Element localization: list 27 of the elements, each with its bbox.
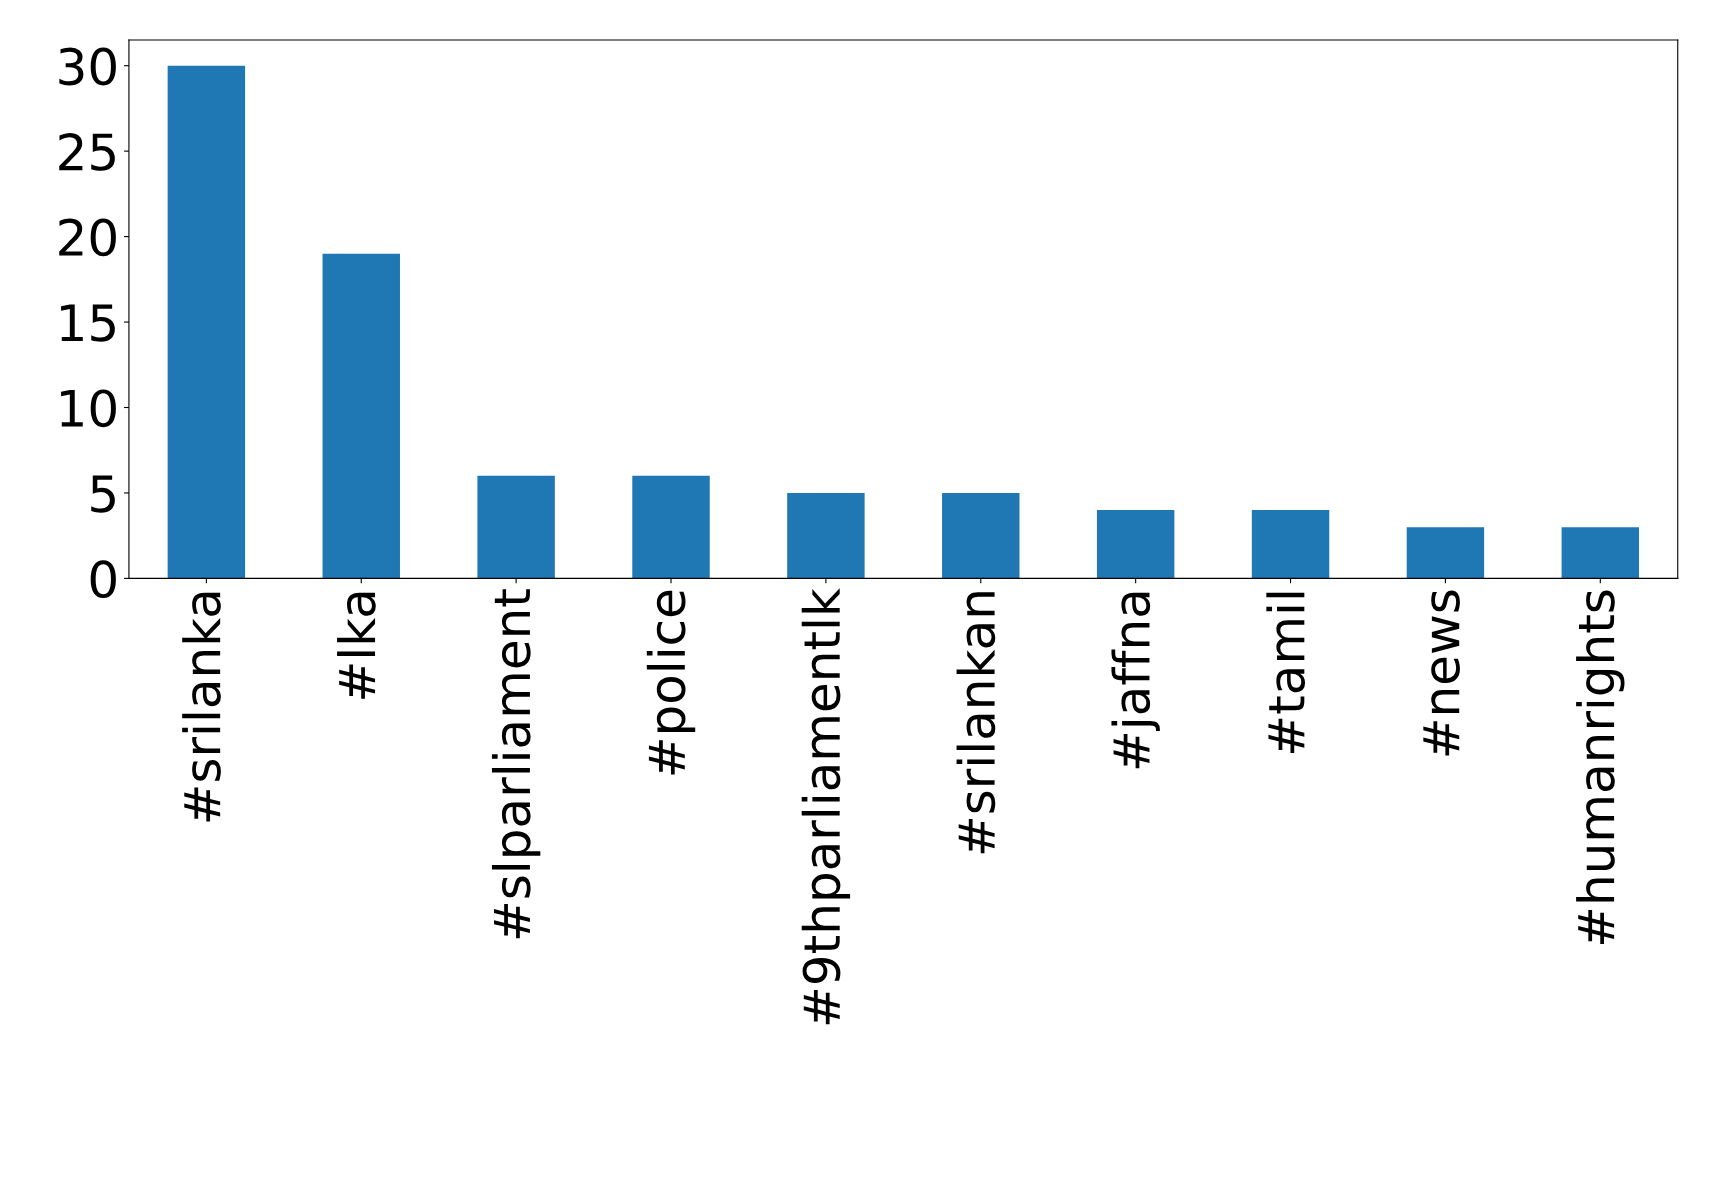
x-tick-label: #srilanka [182, 592, 221, 822]
x-tick-label: #srilankan [956, 592, 996, 854]
bar [942, 492, 1020, 579]
bar [1251, 510, 1330, 579]
bar [787, 492, 865, 579]
bar [322, 253, 400, 579]
x-tick-label: #lka [337, 592, 376, 699]
x-tick-label: #news [1423, 590, 1460, 756]
x-tick-label: #slparliament [491, 589, 541, 939]
bar [1406, 527, 1485, 579]
y-tick-label: 10 [61, 389, 116, 428]
bar [477, 475, 555, 579]
bar [1096, 510, 1175, 579]
bar [167, 65, 246, 579]
y-tick-label: 20 [59, 218, 116, 257]
x-tick-label: #tamil [1266, 592, 1306, 753]
x-tick-label: #jaffna [1111, 592, 1160, 769]
x-tick-label: #police [646, 590, 696, 775]
y-tick-label: 30 [59, 47, 116, 86]
y-tick-label: 0 [90, 560, 116, 599]
x-tick-label: #9thparliamentlk [801, 588, 851, 1025]
bar [1561, 527, 1640, 579]
y-tick-label: 5 [91, 475, 115, 513]
y-tick-label: 15 [61, 304, 115, 342]
y-tick-label: 25 [59, 133, 115, 171]
x-tick-label: #humanrights [1576, 590, 1625, 945]
bar [632, 475, 710, 579]
